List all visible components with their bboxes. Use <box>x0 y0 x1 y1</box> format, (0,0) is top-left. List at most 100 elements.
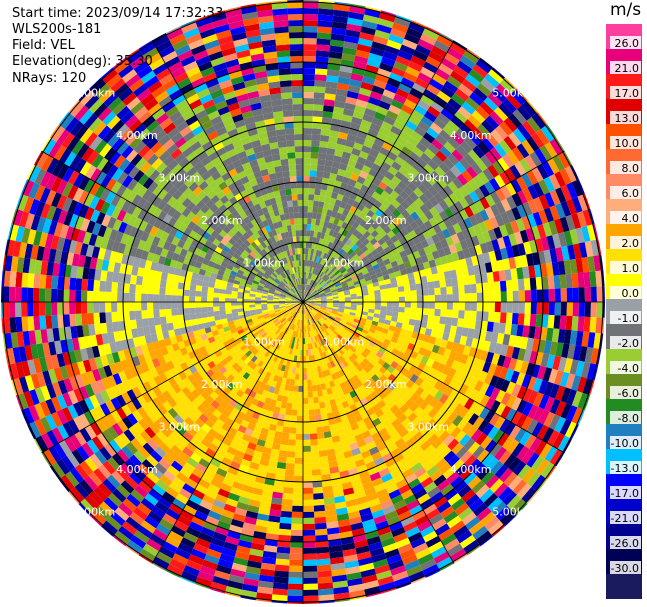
velocity-gate <box>189 296 196 302</box>
velocity-gate <box>482 231 492 243</box>
velocity-gate <box>374 302 381 307</box>
velocity-gate <box>300 349 303 356</box>
velocity-gate <box>553 315 561 329</box>
velocity-gate <box>433 192 444 204</box>
velocity-gate <box>511 244 521 258</box>
velocity-gate <box>362 238 370 246</box>
velocity-gate <box>323 314 329 319</box>
velocity-gate <box>522 467 536 484</box>
velocity-gate <box>493 482 509 498</box>
velocity-gate <box>351 447 362 457</box>
velocity-gate <box>390 99 404 110</box>
velocity-gate <box>324 93 336 101</box>
velocity-gate <box>439 279 447 288</box>
velocity-gate <box>362 214 371 223</box>
velocity-gate <box>399 130 411 141</box>
velocity-gate <box>352 110 365 120</box>
velocity-gate <box>304 284 306 291</box>
velocity-gate <box>317 390 323 397</box>
velocity-gate <box>141 293 148 302</box>
velocity-gate <box>335 143 345 152</box>
velocity-gate <box>394 170 405 181</box>
velocity-gate <box>431 138 444 151</box>
velocity-gate <box>305 319 308 326</box>
velocity-gate <box>348 314 356 319</box>
velocity-gate <box>303 409 309 416</box>
velocity-gate <box>404 307 411 314</box>
velocity-gate <box>386 302 393 307</box>
velocity-gate <box>99 312 107 324</box>
velocity-gate <box>440 85 455 99</box>
velocity-gate <box>436 330 444 340</box>
velocity-gate <box>499 280 507 292</box>
velocity-gate <box>386 365 396 374</box>
velocity-gate <box>333 495 346 504</box>
velocity-gate <box>390 565 407 576</box>
velocity-gate <box>393 343 402 352</box>
velocity-gate <box>571 374 582 391</box>
velocity-gate <box>370 213 380 222</box>
velocity-gate <box>303 397 309 404</box>
velocity-gate <box>310 310 316 316</box>
velocity-gate <box>324 247 331 254</box>
velocity-gate <box>525 227 535 242</box>
velocity-gate <box>475 432 488 446</box>
velocity-gate <box>27 273 35 288</box>
velocity-gate <box>461 267 469 277</box>
velocity-gate <box>195 302 202 308</box>
velocity-gate <box>305 307 309 313</box>
velocity-gate <box>355 49 370 59</box>
velocity-gate <box>451 93 466 107</box>
velocity-gate <box>492 271 500 282</box>
velocity-gate <box>327 141 337 150</box>
velocity-gate <box>423 403 434 415</box>
velocity-gate <box>386 77 401 89</box>
velocity-gate <box>354 329 362 335</box>
velocity-gate <box>317 334 323 341</box>
velocity-gate <box>461 228 472 240</box>
velocity-gate <box>408 151 421 163</box>
velocity-gate <box>515 372 526 386</box>
velocity-gate <box>324 311 331 316</box>
velocity-gate <box>313 86 326 94</box>
velocity-gate <box>343 216 351 225</box>
velocity-gate <box>436 90 452 103</box>
velocity-gate <box>315 540 329 548</box>
velocity-gate <box>314 262 319 269</box>
velocity-gate <box>303 541 316 548</box>
velocity-gate <box>414 197 425 208</box>
velocity-gate <box>321 265 326 272</box>
velocity-gate <box>472 175 485 188</box>
velocity-gate <box>359 227 368 236</box>
velocity-gate <box>319 326 325 333</box>
velocity-gate <box>505 312 513 324</box>
velocity-gate <box>310 311 315 317</box>
velocity-gate <box>392 377 401 387</box>
velocity-gate <box>339 395 347 403</box>
velocity-gate <box>493 106 509 122</box>
velocity-gate <box>465 256 474 268</box>
velocity-gate <box>371 163 381 173</box>
velocity-gate <box>443 510 459 524</box>
velocity-gate <box>447 261 456 271</box>
velocity-gate <box>332 204 340 213</box>
velocity-gate <box>147 317 155 327</box>
velocity-gate <box>539 443 553 459</box>
velocity-gate <box>488 250 497 263</box>
velocity-gate <box>347 257 355 265</box>
velocity-gate <box>322 485 334 493</box>
velocity-gate <box>453 403 465 415</box>
velocity-gate <box>378 413 388 423</box>
velocity-gate <box>291 523 303 530</box>
velocity-gate <box>544 396 556 412</box>
velocity-gate <box>342 367 349 375</box>
velocity-gate <box>274 564 290 572</box>
velocity-gate <box>423 481 438 494</box>
velocity-gate <box>391 199 401 209</box>
velocity-gate <box>479 407 491 420</box>
velocity-gate <box>404 290 411 297</box>
velocity-gate <box>422 261 431 270</box>
velocity-gate <box>331 568 347 577</box>
velocity-gate <box>487 311 495 323</box>
velocity-gate <box>159 302 166 310</box>
